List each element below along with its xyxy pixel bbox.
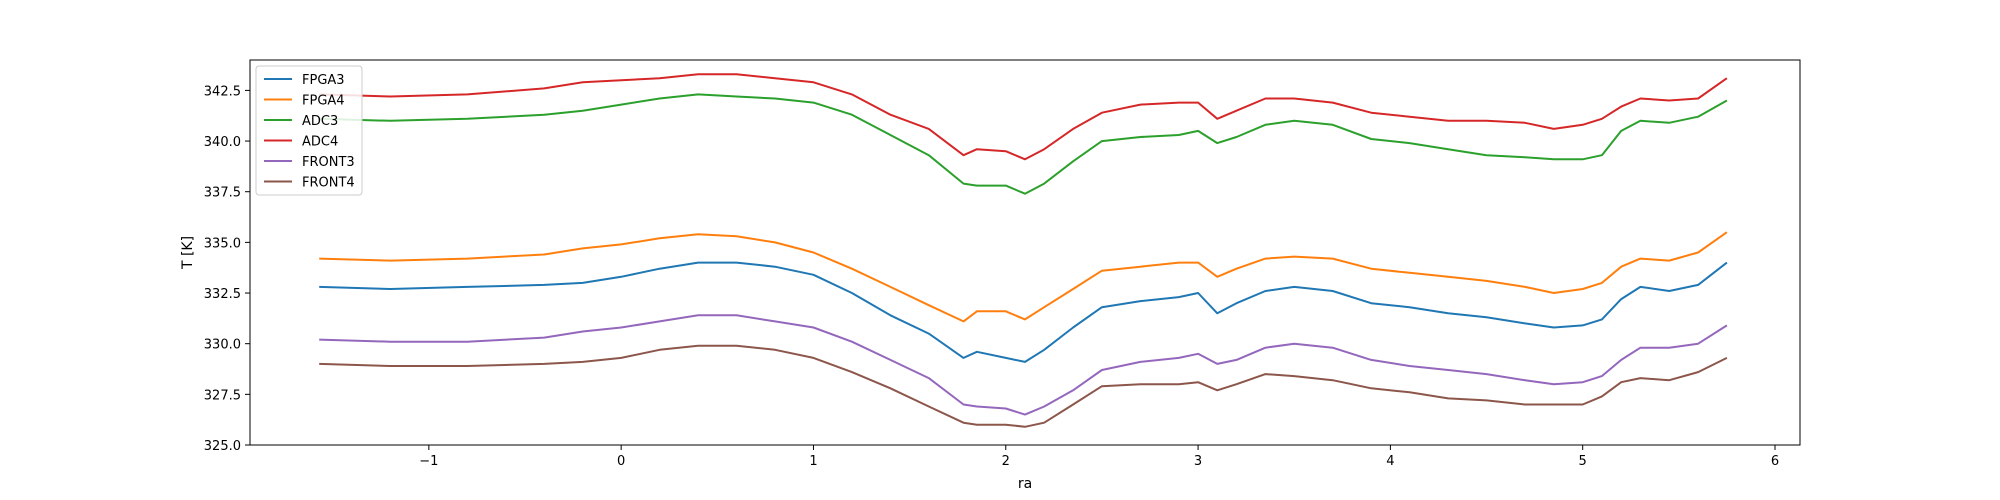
y-tick-label: 330.0 (204, 338, 241, 353)
plot-frame (249, 59, 1801, 446)
legend-label-adc3: ADC3 (302, 114, 338, 129)
y-tick-label: 327.5 (204, 388, 241, 403)
x-tick-label: 6 (1771, 454, 1779, 469)
series-line-front4 (319, 344, 1728, 428)
x-axis-label: ra (1018, 476, 1032, 492)
series-line-front3 (319, 314, 1728, 416)
x-tick-label: 0 (617, 454, 625, 469)
series-layer (319, 73, 1728, 428)
legend-label-adc4: ADC4 (302, 135, 338, 150)
series-line-adc4 (319, 73, 1728, 161)
legend: FPGA3 FPGA4 ADC3 ADC4 FRONT3 FRONT4 (255, 65, 363, 196)
y-tick-label: 335.0 (204, 236, 241, 251)
x-axis-ticks: −1 0 1 2 3 4 5 6 (419, 445, 1779, 469)
x-tick-label: 3 (1194, 454, 1202, 469)
series-line-adc3 (319, 93, 1728, 195)
y-axis-ticks: 325.0 327.5 330.0 332.5 335.0 337.5 340.0 342.5 (204, 84, 250, 454)
legend-label-front3: FRONT3 (302, 155, 355, 170)
y-tick-label: 342.5 (204, 84, 241, 99)
x-tick-label: 2 (1002, 454, 1010, 469)
series-line-fpga4 (319, 231, 1728, 323)
x-tick-label: 4 (1386, 454, 1394, 469)
legend-label-fpga4: FPGA4 (302, 94, 345, 109)
y-tick-label: 340.0 (204, 135, 241, 150)
x-tick-label: 1 (809, 454, 817, 469)
y-tick-label: 332.5 (204, 287, 241, 302)
x-tick-label: −1 (419, 454, 438, 469)
legend-label-fpga3: FPGA3 (302, 73, 345, 88)
plot-area (250, 60, 1800, 445)
legend-label-front4: FRONT4 (302, 176, 355, 191)
y-axis-label: T [K] (180, 236, 196, 270)
legend-box (255, 65, 363, 196)
y-tick-label: 337.5 (204, 186, 241, 201)
y-tick-label: 325.0 (204, 439, 241, 454)
x-tick-label: 5 (1579, 454, 1587, 469)
series-line-fpga3 (319, 261, 1728, 363)
